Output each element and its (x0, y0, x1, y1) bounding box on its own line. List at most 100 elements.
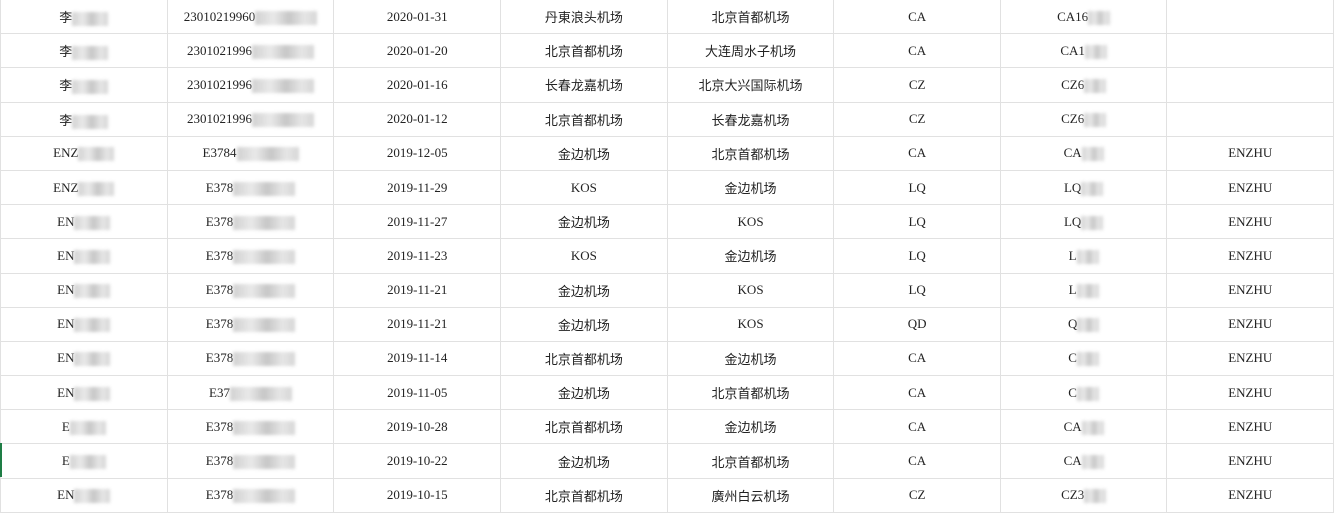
cell-from[interactable]: 丹東浪头机场 (500, 0, 668, 35)
cell-flight[interactable]: CA1 (999, 33, 1168, 69)
cell-name[interactable]: 李 (0, 101, 168, 137)
cell-flight[interactable]: CA (999, 135, 1168, 171)
cell-date[interactable]: 2019-11-27 (333, 204, 502, 240)
cell-from[interactable]: KOS (500, 169, 668, 206)
cell-to[interactable]: 北京首都机场 (666, 375, 835, 411)
cell-id[interactable]: E378 (166, 477, 335, 513)
cell-airline[interactable]: CA (833, 33, 1001, 69)
cell-airline[interactable]: LQ (833, 169, 1001, 206)
cell-airline[interactable]: CA (833, 0, 1001, 35)
cell-extra[interactable] (1166, 101, 1334, 137)
cell-extra[interactable]: ENZHU (1166, 238, 1334, 274)
cell-flight[interactable]: CA16 (999, 0, 1168, 35)
cell-to[interactable]: 廣州白云机场 (666, 477, 835, 513)
cell-airline[interactable]: CA (833, 443, 1001, 479)
cell-flight[interactable]: CZ3 (999, 477, 1168, 513)
cell-id[interactable]: E378 (166, 340, 335, 377)
cell-airline[interactable]: LQ (833, 204, 1001, 240)
cell-from[interactable]: 金边机场 (500, 204, 668, 240)
cell-date[interactable]: 2019-10-22 (333, 443, 502, 479)
cell-name[interactable]: 李 (0, 0, 168, 35)
cell-airline[interactable]: CA (833, 375, 1001, 411)
cell-to[interactable]: 北京大兴国际机场 (666, 67, 835, 103)
cell-date[interactable]: 2019-11-14 (333, 340, 502, 377)
cell-date[interactable]: 2020-01-20 (333, 33, 502, 69)
cell-flight[interactable]: LQ (999, 169, 1168, 206)
cell-flight[interactable]: Q (999, 306, 1168, 342)
cell-name[interactable]: E (0, 443, 168, 479)
cell-flight[interactable]: CA (999, 409, 1168, 445)
cell-extra[interactable]: ENZHU (1166, 272, 1334, 308)
cell-from[interactable]: 金边机场 (500, 135, 668, 171)
cell-to[interactable]: KOS (666, 306, 835, 342)
cell-id[interactable]: E378 (166, 306, 335, 342)
cell-airline[interactable]: QD (833, 306, 1001, 342)
cell-date[interactable]: 2019-11-23 (333, 238, 502, 274)
cell-extra[interactable] (1166, 67, 1334, 103)
cell-to[interactable]: 北京首都机场 (666, 443, 835, 479)
cell-flight[interactable]: CZ6 (999, 67, 1168, 103)
cell-name[interactable]: EN (0, 375, 168, 411)
cell-date[interactable]: 2019-11-21 (333, 306, 502, 342)
cell-id[interactable]: E378 (166, 169, 335, 206)
cell-airline[interactable]: CA (833, 409, 1001, 445)
cell-date[interactable]: 2020-01-12 (333, 101, 502, 137)
cell-from[interactable]: 长春龙嘉机场 (500, 67, 668, 103)
cell-name[interactable]: ENZ (0, 169, 168, 206)
cell-date[interactable]: 2019-11-29 (333, 169, 502, 206)
cell-name[interactable]: EN (0, 272, 168, 308)
cell-extra[interactable]: ENZHU (1166, 340, 1334, 377)
cell-from[interactable]: 金边机场 (500, 272, 668, 308)
cell-name[interactable]: E (0, 409, 168, 445)
cell-from[interactable]: 北京首都机场 (500, 477, 668, 513)
cell-airline[interactable]: CZ (833, 67, 1001, 103)
cell-airline[interactable]: LQ (833, 238, 1001, 274)
cell-id[interactable]: E378 (166, 238, 335, 274)
cell-name[interactable]: EN (0, 204, 168, 240)
cell-id[interactable]: 2301021996 (166, 33, 335, 69)
cell-to[interactable]: 金边机场 (666, 169, 835, 206)
cell-extra[interactable]: ENZHU (1166, 204, 1334, 240)
cell-airline[interactable]: CZ (833, 477, 1001, 513)
cell-date[interactable]: 2019-10-28 (333, 409, 502, 445)
cell-to[interactable]: 金边机场 (666, 409, 835, 445)
cell-date[interactable]: 2020-01-16 (333, 67, 502, 103)
cell-airline[interactable]: CA (833, 340, 1001, 377)
cell-extra[interactable] (1166, 33, 1334, 69)
cell-id[interactable]: E378 (166, 409, 335, 445)
cell-extra[interactable]: ENZHU (1166, 375, 1334, 411)
cell-name[interactable]: ENZ (0, 135, 168, 171)
cell-flight[interactable]: CA (999, 443, 1168, 479)
cell-name[interactable]: EN (0, 306, 168, 342)
cell-to[interactable]: KOS (666, 272, 835, 308)
cell-id[interactable]: 23010219960 (166, 0, 335, 35)
cell-from[interactable]: 金边机场 (500, 375, 668, 411)
cell-to[interactable]: KOS (666, 204, 835, 240)
cell-date[interactable]: 2019-11-05 (333, 375, 502, 411)
cell-to[interactable]: 大连周水子机场 (666, 33, 835, 69)
cell-date[interactable]: 2019-12-05 (333, 135, 502, 171)
cell-from[interactable]: 北京首都机场 (500, 409, 668, 445)
cell-id[interactable]: 2301021996 (166, 101, 335, 137)
cell-to[interactable]: 北京首都机场 (666, 0, 835, 35)
cell-to[interactable]: 北京首都机场 (666, 135, 835, 171)
cell-extra[interactable]: ENZHU (1166, 135, 1334, 171)
cell-from[interactable]: KOS (500, 238, 668, 274)
cell-extra[interactable]: ENZHU (1166, 306, 1334, 342)
cell-id[interactable]: 2301021996 (166, 67, 335, 103)
cell-flight[interactable]: CZ6 (999, 101, 1168, 137)
cell-flight[interactable]: LQ (999, 204, 1168, 240)
cell-airline[interactable]: CZ (833, 101, 1001, 137)
cell-flight[interactable]: L (999, 272, 1168, 308)
cell-from[interactable]: 北京首都机场 (500, 340, 668, 377)
cell-flight[interactable]: C (999, 340, 1168, 377)
cell-name[interactable]: 李 (0, 67, 168, 103)
cell-extra[interactable]: ENZHU (1166, 409, 1334, 445)
cell-id[interactable]: E378 (166, 443, 335, 479)
cell-to[interactable]: 金边机场 (666, 238, 835, 274)
cell-date[interactable]: 2019-10-15 (333, 477, 502, 513)
cell-name[interactable]: EN (0, 340, 168, 377)
cell-extra[interactable] (1166, 0, 1334, 35)
cell-flight[interactable]: L (999, 238, 1168, 274)
cell-extra[interactable]: ENZHU (1166, 169, 1334, 206)
